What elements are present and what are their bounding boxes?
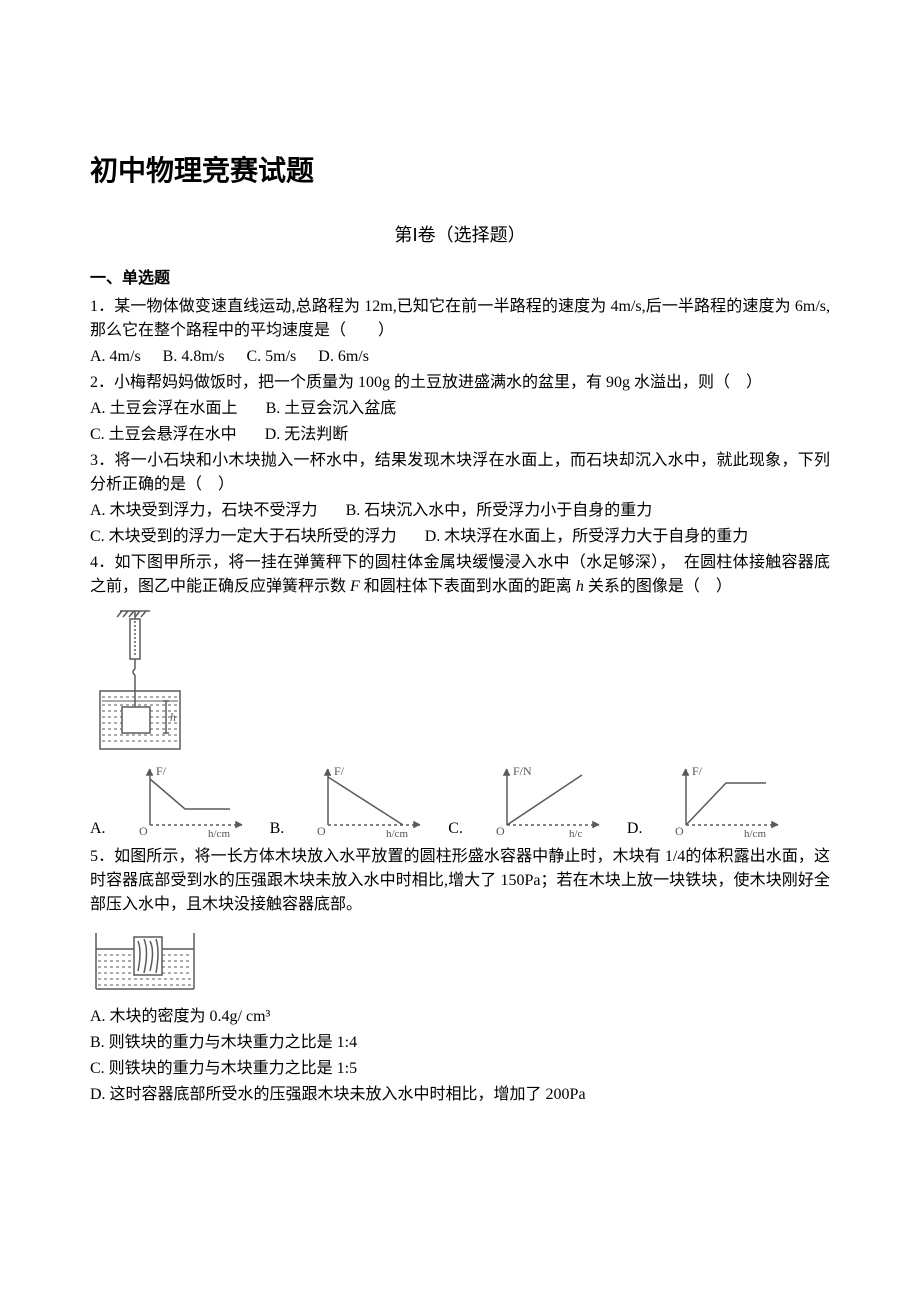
q5-opt-c: C. 则铁块的重力与木块重力之比是 1:5 (90, 1057, 830, 1081)
q2-opt-c: C. 土豆会悬浮在水中 (90, 426, 237, 443)
svg-text:F/: F/ (334, 764, 345, 778)
svg-text:O: O (675, 824, 684, 838)
q4-graph-a: F/ O h/cm (130, 761, 250, 841)
q4-graph-b: F/ O h/cm (308, 761, 428, 841)
q2-opt-a: A. 土豆会浮在水面上 (90, 400, 238, 417)
svg-text:F/: F/ (156, 764, 167, 778)
q1-opt-b: B. 4.8m/s (163, 348, 225, 365)
svg-text:F/: F/ (692, 764, 703, 778)
q4-apparatus-figure: h (90, 605, 830, 755)
q3-opt-d: D. 木块浮在水面上，所受浮力大于自身的重力 (425, 528, 749, 545)
svg-text:h/c: h/c (569, 828, 583, 840)
q3-options-row2: C. 木块受到的浮力一定大于石块所受的浮力 D. 木块浮在水面上，所受浮力大于自… (90, 525, 830, 549)
q4-label-c: C. (448, 817, 463, 841)
q3-opt-a: A. 木块受到浮力，石块不受浮力 (90, 502, 318, 519)
q4-label-b: B. (270, 817, 285, 841)
q2-options-row2: C. 土豆会悬浮在水中 D. 无法判断 (90, 423, 830, 447)
section-subtitle: 第Ⅰ卷（选择题） (90, 222, 830, 249)
svg-text:O: O (139, 824, 148, 838)
q5-opt-a: A. 木块的密度为 0.4g/ cm³ (90, 1005, 830, 1029)
q1-opt-d: D. 6m/s (318, 348, 369, 365)
q4-label-d: D. (627, 817, 643, 841)
q1-text: 1．某一物体做变速直线运动,总路程为 12m,已知它在前一半路程的速度为 4m/… (90, 295, 830, 343)
page-title: 初中物理竞赛试题 (90, 150, 830, 192)
svg-text:O: O (317, 824, 326, 838)
q4-graph-c: F/N O h/c (487, 761, 607, 841)
q4-text: 4．如下图甲所示，将一挂在弹簧秤下的圆柱体金属块缓慢浸入水中（水足够深）， 在圆… (90, 551, 830, 599)
q3-opt-c: C. 木块受到的浮力一定大于石块所受的浮力 (90, 528, 397, 545)
q1-opt-a: A. 4m/s (90, 348, 141, 365)
svg-text:F/N: F/N (513, 764, 532, 778)
q1-opt-c: C. 5m/s (246, 348, 296, 365)
section-head: 一、单选题 (90, 267, 830, 291)
q1-options: A. 4m/s B. 4.8m/s C. 5m/s D. 6m/s (90, 345, 830, 369)
q2-text: 2．小梅帮妈妈做饭时，把一个质量为 100g 的土豆放进盛满水的盆里，有 90g… (90, 371, 830, 395)
svg-text:h: h (170, 710, 176, 724)
q5-opt-b: B. 则铁块的重力与木块重力之比是 1:4 (90, 1031, 830, 1055)
svg-text:h/cm: h/cm (386, 828, 408, 840)
svg-text:O: O (496, 824, 505, 838)
q5-text: 5．如图所示，将一长方体木块放入水平放置的圆柱形盛水容器中静止时，木块有 1/4… (90, 845, 830, 917)
q3-text: 3．将一小石块和小木块抛入一杯水中，结果发现木块浮在水面上，而石块却沉入水中，就… (90, 449, 830, 497)
q4-graph-d: F/ O h/cm (666, 761, 786, 841)
svg-text:h/cm: h/cm (744, 828, 766, 840)
q5-opt-d: D. 这时容器底部所受水的压强跟木块未放入水中时相比，增加了 200Pa (90, 1083, 830, 1107)
q4-label-a: A. (90, 817, 106, 841)
q3-options-row1: A. 木块受到浮力，石块不受浮力 B. 石块沉入水中，所受浮力小于自身的重力 (90, 499, 830, 523)
q3-opt-b: B. 石块沉入水中，所受浮力小于自身的重力 (346, 502, 653, 519)
q2-opt-b: B. 土豆会沉入盆底 (266, 400, 397, 417)
q5-figure (90, 927, 830, 997)
q2-opt-d: D. 无法判断 (265, 426, 349, 443)
q2-options-row1: A. 土豆会浮在水面上 B. 土豆会沉入盆底 (90, 397, 830, 421)
q4-option-figures: A. F/ O h/cm B. F/ O h/cm (90, 761, 830, 841)
svg-text:h/cm: h/cm (208, 828, 230, 840)
